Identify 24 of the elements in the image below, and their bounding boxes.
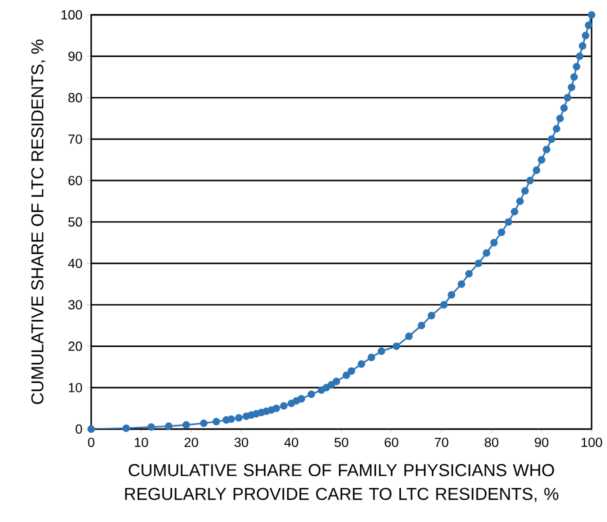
y-tick-label: 80 xyxy=(68,92,82,102)
y-tick-label: 40 xyxy=(68,258,82,268)
y-tick-label: 20 xyxy=(68,341,82,351)
x-tick-label: 30 xyxy=(234,438,248,447)
x-tick-label: 70 xyxy=(434,438,448,447)
y-tick-label: 60 xyxy=(68,176,82,186)
x-tick-label: 50 xyxy=(334,438,348,447)
x-tick-label: 20 xyxy=(184,438,198,447)
x-tick-label: 80 xyxy=(484,438,498,447)
y-tick-label: 0 xyxy=(76,424,82,434)
y-tick-label: 70 xyxy=(68,134,82,144)
x-tick-label: 10 xyxy=(134,438,148,447)
y-tick-label: 30 xyxy=(68,300,82,310)
x-tick-label: 100 xyxy=(582,438,602,447)
y-tick-label: 100 xyxy=(62,10,82,20)
x-tick-label: 0 xyxy=(88,438,94,447)
y-tick-label: 50 xyxy=(68,217,82,227)
x-axis-title: CUMULATIVE SHARE OF FAMILY PHYSICIANS WHO REGULARLY PROVIDE CARE TO LTC RESIDENTS, % xyxy=(125,464,558,502)
y-tick-label: 10 xyxy=(68,382,82,392)
x-tick-label: 60 xyxy=(384,438,398,447)
y-tick-label: 90 xyxy=(68,52,82,61)
x-tick-label: 90 xyxy=(534,438,548,447)
y-axis-title: CUMULATIVE SHARE OF LTC RESIDENTS, % xyxy=(31,40,46,404)
x-tick-label: 40 xyxy=(284,438,298,447)
